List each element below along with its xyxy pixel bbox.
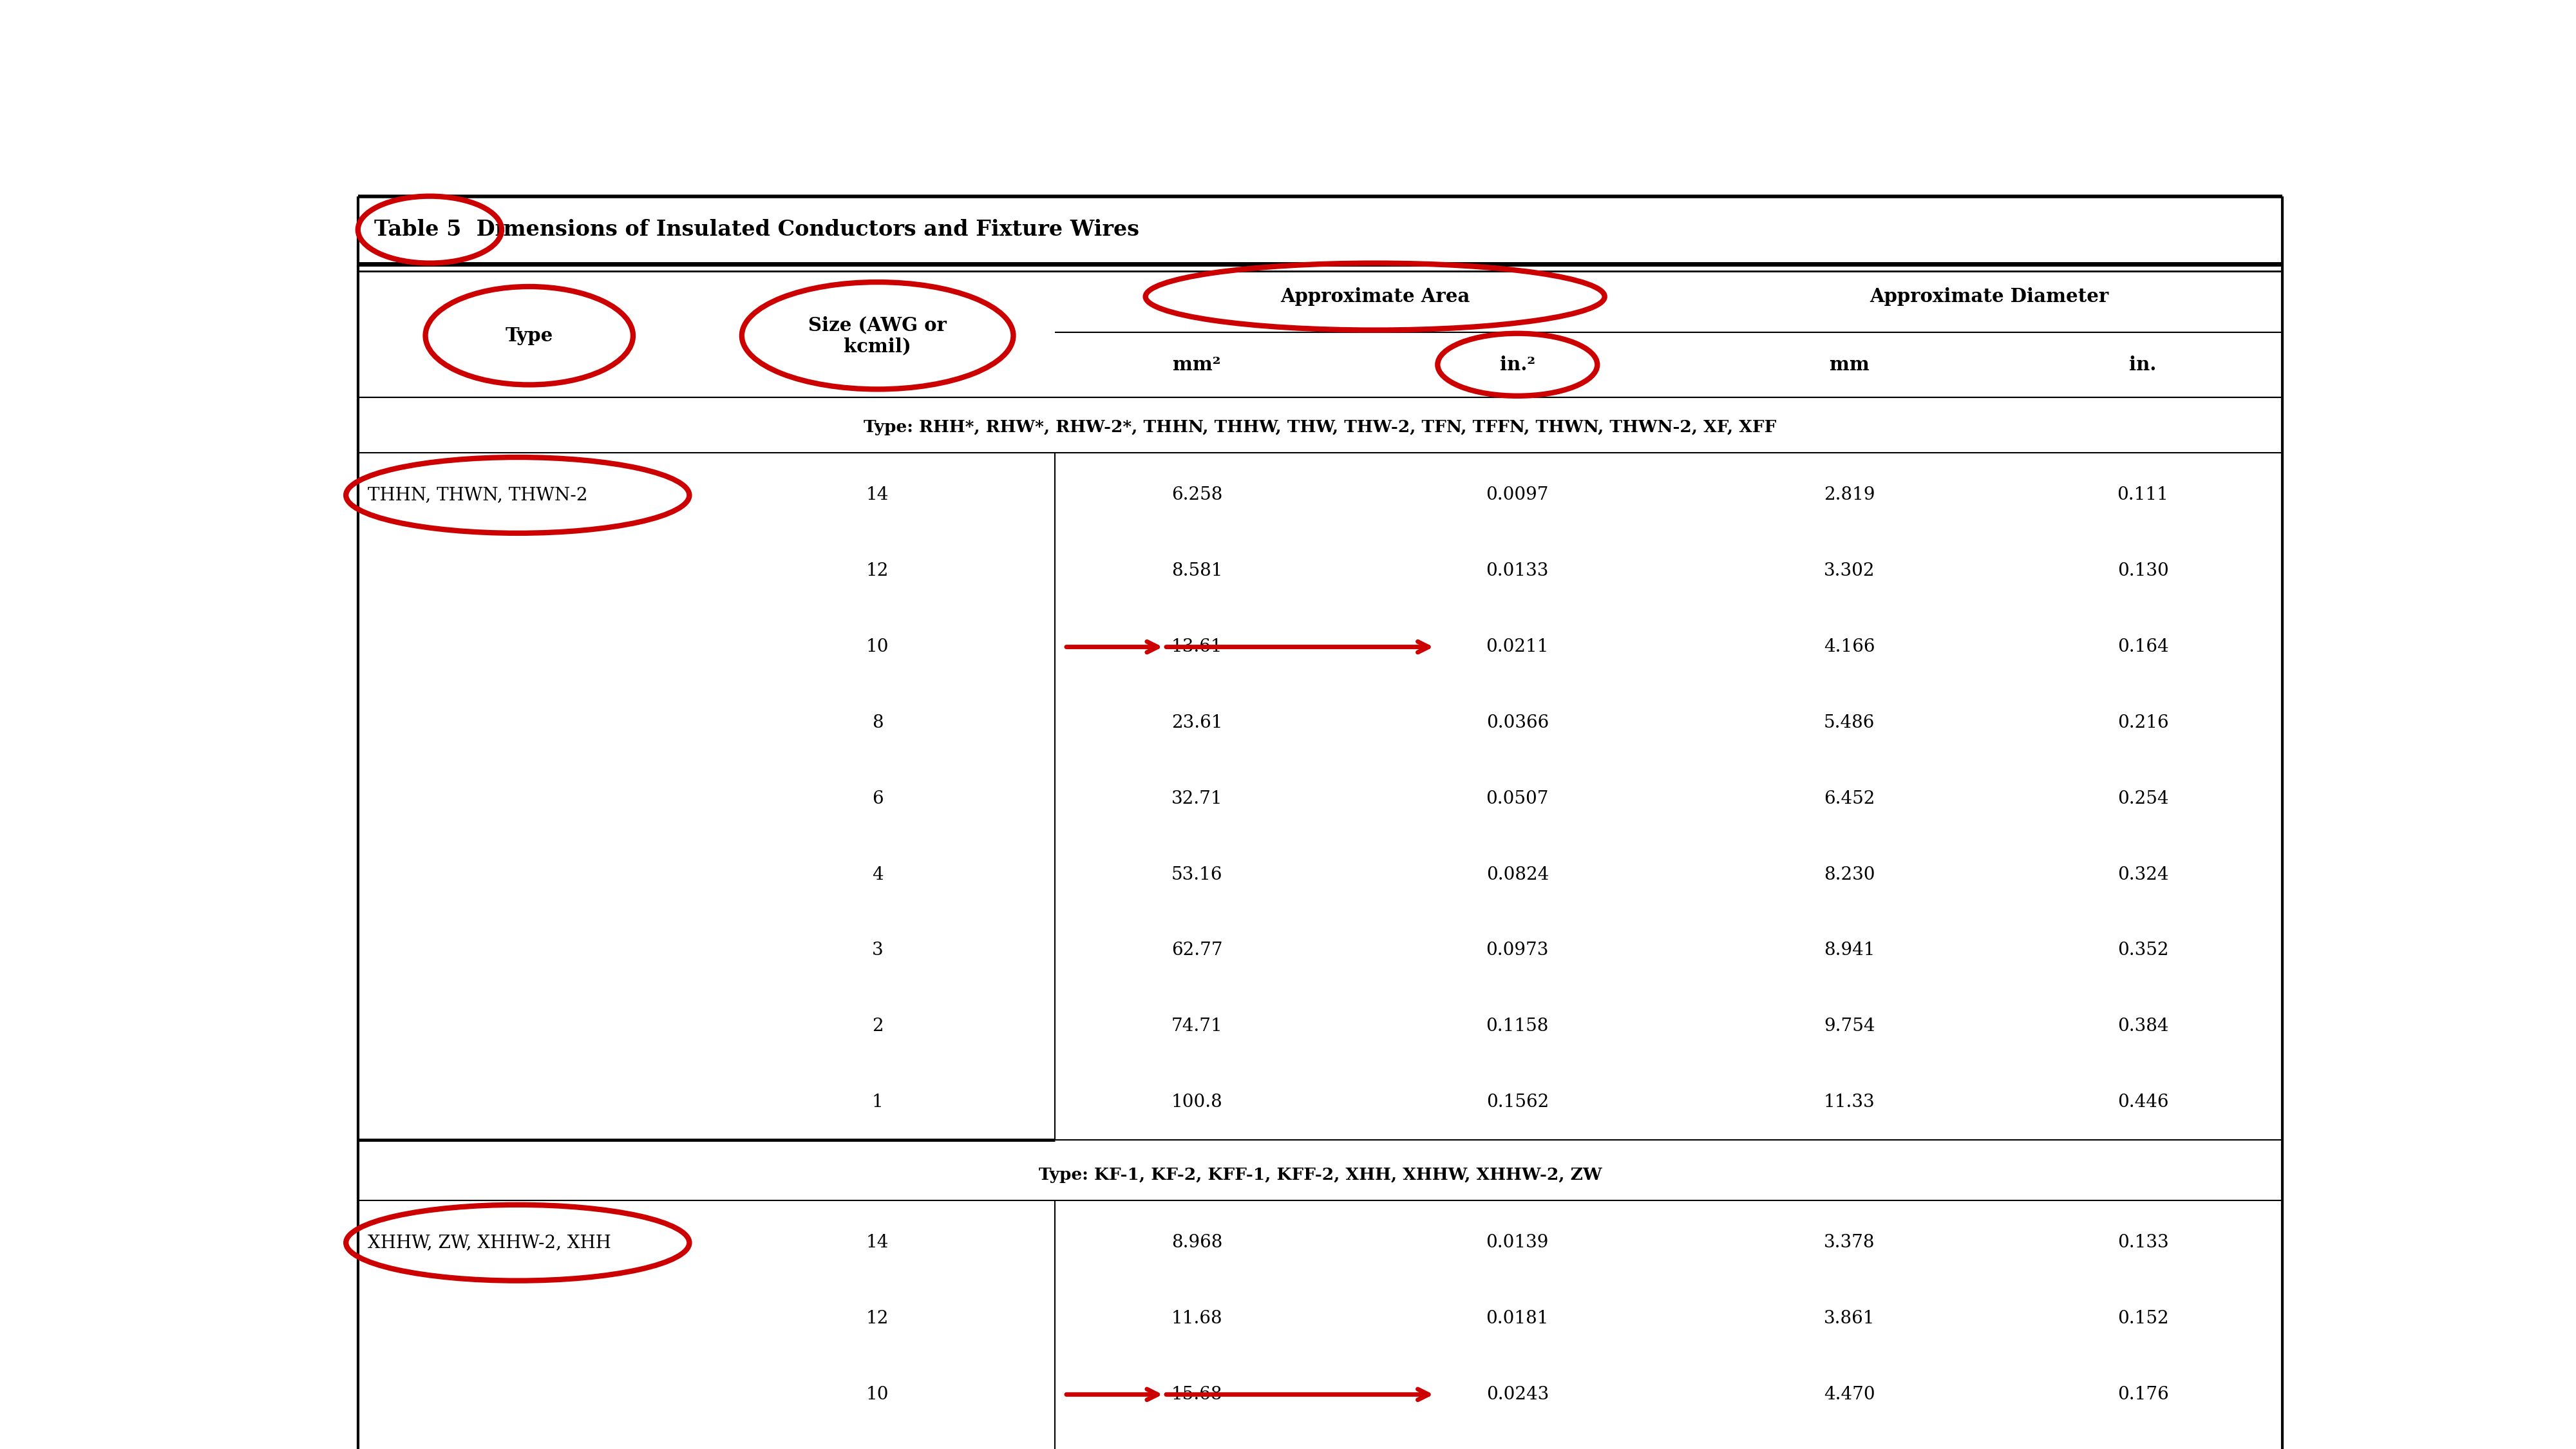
- Text: 0.1562: 0.1562: [1486, 1094, 1548, 1111]
- Text: Type: Type: [505, 326, 554, 345]
- Text: 11.68: 11.68: [1172, 1310, 1224, 1327]
- Text: 0.176: 0.176: [2117, 1385, 2169, 1403]
- Text: 10: 10: [866, 1385, 889, 1403]
- Text: 4: 4: [871, 867, 884, 884]
- Text: 5.486: 5.486: [1824, 714, 1875, 732]
- Text: 0.324: 0.324: [2117, 867, 2169, 884]
- Text: 9.754: 9.754: [1824, 1017, 1875, 1035]
- Text: 14: 14: [866, 1235, 889, 1252]
- Text: 0.0243: 0.0243: [1486, 1385, 1548, 1403]
- Text: 0.133: 0.133: [2117, 1235, 2169, 1252]
- Text: 0.1158: 0.1158: [1486, 1017, 1548, 1035]
- Text: 14: 14: [866, 487, 889, 504]
- Text: 0.130: 0.130: [2117, 562, 2169, 580]
- Text: 1: 1: [871, 1094, 884, 1111]
- Text: 3.378: 3.378: [1824, 1235, 1875, 1252]
- Text: 0.0139: 0.0139: [1486, 1235, 1548, 1252]
- Text: 6.452: 6.452: [1824, 790, 1875, 807]
- Text: 15.68: 15.68: [1172, 1385, 1224, 1403]
- Text: 3.302: 3.302: [1824, 562, 1875, 580]
- Text: Table 5  Dimensions of Insulated Conductors and Fixture Wires: Table 5 Dimensions of Insulated Conducto…: [374, 219, 1139, 241]
- Text: Type: KF-1, KF-2, KFF-1, KFF-2, XHH, XHHW, XHHW-2, ZW: Type: KF-1, KF-2, KFF-1, KFF-2, XHH, XHH…: [1038, 1166, 1602, 1182]
- Text: 11.33: 11.33: [1824, 1094, 1875, 1111]
- Text: 0.0366: 0.0366: [1486, 714, 1548, 732]
- Text: 12: 12: [866, 562, 889, 580]
- Text: 53.16: 53.16: [1172, 867, 1224, 884]
- Text: 0.254: 0.254: [2117, 790, 2169, 807]
- Text: 6.258: 6.258: [1172, 487, 1224, 504]
- Text: 4.166: 4.166: [1824, 638, 1875, 655]
- Text: mm²: mm²: [1172, 355, 1221, 374]
- Text: 0.0181: 0.0181: [1486, 1310, 1548, 1327]
- Text: 100.8: 100.8: [1172, 1094, 1224, 1111]
- Text: 4.470: 4.470: [1824, 1385, 1875, 1403]
- Text: 0.0097: 0.0097: [1486, 487, 1548, 504]
- Text: in.: in.: [2130, 355, 2156, 374]
- Text: Approximate Area: Approximate Area: [1280, 287, 1471, 306]
- Text: 2: 2: [871, 1017, 884, 1035]
- Text: 13.61: 13.61: [1172, 638, 1224, 655]
- Text: 0.164: 0.164: [2117, 638, 2169, 655]
- Text: 74.71: 74.71: [1172, 1017, 1224, 1035]
- Text: 32.71: 32.71: [1172, 790, 1224, 807]
- Text: 0.111: 0.111: [2117, 487, 2169, 504]
- Text: 23.61: 23.61: [1172, 714, 1224, 732]
- Text: Approximate Diameter: Approximate Diameter: [1870, 287, 2110, 306]
- Text: Type: RHH*, RHW*, RHW-2*, THHN, THHW, THW, THW-2, TFN, TFFN, THWN, THWN-2, XF, X: Type: RHH*, RHW*, RHW-2*, THHN, THHW, TH…: [863, 419, 1777, 435]
- Text: in.²: in.²: [1499, 355, 1535, 374]
- Text: 10: 10: [866, 638, 889, 655]
- Text: THHN, THWN, THWN-2: THHN, THWN, THWN-2: [368, 487, 587, 504]
- Text: 3.861: 3.861: [1824, 1310, 1875, 1327]
- Text: 0.352: 0.352: [2117, 942, 2169, 959]
- Text: 8.941: 8.941: [1824, 942, 1875, 959]
- Text: 8.581: 8.581: [1172, 562, 1224, 580]
- Text: 8.968: 8.968: [1172, 1235, 1224, 1252]
- Text: 3: 3: [871, 942, 884, 959]
- Text: 0.384: 0.384: [2117, 1017, 2169, 1035]
- Text: 0.0973: 0.0973: [1486, 942, 1548, 959]
- Text: Size (AWG or
kcmil): Size (AWG or kcmil): [809, 316, 948, 356]
- Text: 2.819: 2.819: [1824, 487, 1875, 504]
- Text: 8.230: 8.230: [1824, 867, 1875, 884]
- Text: 0.446: 0.446: [2117, 1094, 2169, 1111]
- Text: 12: 12: [866, 1310, 889, 1327]
- Text: 0.0133: 0.0133: [1486, 562, 1548, 580]
- Text: 0.216: 0.216: [2117, 714, 2169, 732]
- Text: 0.0507: 0.0507: [1486, 790, 1548, 807]
- Text: 62.77: 62.77: [1172, 942, 1224, 959]
- Text: mm: mm: [1829, 355, 1870, 374]
- Text: 0.0211: 0.0211: [1486, 638, 1548, 655]
- Text: 8: 8: [871, 714, 884, 732]
- Text: 0.0824: 0.0824: [1486, 867, 1548, 884]
- Text: XHHW, ZW, XHHW-2, XHH: XHHW, ZW, XHHW-2, XHH: [368, 1235, 611, 1252]
- Text: 6: 6: [871, 790, 884, 807]
- Text: 0.152: 0.152: [2117, 1310, 2169, 1327]
